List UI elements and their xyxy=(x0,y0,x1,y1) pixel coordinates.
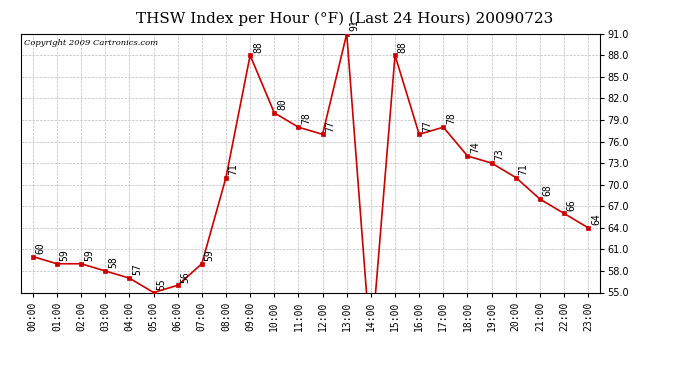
Text: 57: 57 xyxy=(132,264,142,275)
Text: 88: 88 xyxy=(253,41,263,53)
Text: 66: 66 xyxy=(567,199,577,211)
Text: 77: 77 xyxy=(326,120,335,132)
Text: 80: 80 xyxy=(277,98,287,110)
Text: 77: 77 xyxy=(422,120,432,132)
Text: 71: 71 xyxy=(229,163,239,175)
Text: THSW Index per Hour (°F) (Last 24 Hours) 20090723: THSW Index per Hour (°F) (Last 24 Hours)… xyxy=(137,11,553,26)
Text: Copyright 2009 Cartronics.com: Copyright 2009 Cartronics.com xyxy=(23,39,158,47)
Text: 59: 59 xyxy=(84,249,94,261)
Text: 74: 74 xyxy=(471,141,480,153)
Text: 64: 64 xyxy=(591,213,601,225)
Text: 60: 60 xyxy=(36,242,46,254)
Text: 78: 78 xyxy=(446,112,456,125)
Text: 91: 91 xyxy=(350,19,359,31)
Text: 73: 73 xyxy=(495,148,504,160)
Text: 78: 78 xyxy=(302,112,311,125)
Text: 56: 56 xyxy=(181,271,190,282)
Text: 59: 59 xyxy=(60,249,70,261)
Text: 47: 47 xyxy=(0,374,1,375)
Text: 68: 68 xyxy=(543,184,553,196)
Text: 58: 58 xyxy=(108,256,118,268)
Text: 59: 59 xyxy=(205,249,215,261)
Text: 88: 88 xyxy=(398,41,408,53)
Text: 55: 55 xyxy=(157,278,166,290)
Text: 71: 71 xyxy=(519,163,529,175)
